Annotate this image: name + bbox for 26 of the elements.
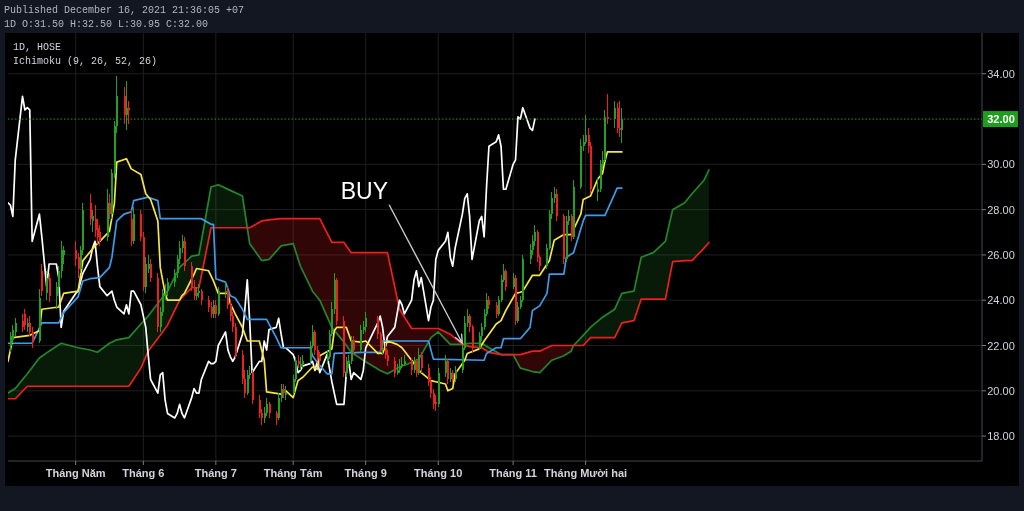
x-tick-label: Tháng 9 (344, 467, 387, 479)
x-tick-label: Tháng Năm (45, 467, 106, 479)
x-tick-label: Tháng 7 (194, 467, 237, 479)
y-tick-label: 20.00 (987, 384, 1015, 397)
y-tick-label: 26.00 (987, 248, 1015, 261)
x-tick-label: Tháng 10 (414, 467, 463, 479)
y-tick-label: 30.00 (987, 158, 1015, 171)
line-series (8, 151, 623, 399)
text: 1D O:31.50 H:32.50 L:30.95 C:32.00 (4, 19, 209, 30)
ref-line-label: 32.00 (987, 113, 1015, 126)
x-tick-label: Tháng 11 (489, 467, 537, 479)
annotation: BUY (340, 178, 389, 205)
text: Published December 16, 2021 21:36:05 +07 (4, 5, 245, 16)
y-tick-label: 28.00 (987, 203, 1015, 216)
y-tick-label: 18.00 (987, 430, 1015, 443)
text: 1D, HOSE (13, 42, 62, 53)
x-tick-label: Tháng Mười hai (544, 467, 628, 479)
text: Ichimoku (9, 26, 52, 26) (13, 56, 158, 67)
y-tick-label: 22.00 (987, 339, 1015, 352)
x-tick-label: Tháng Tám (263, 467, 323, 479)
y-tick-label: 34.00 (987, 67, 1015, 80)
line-series (8, 217, 710, 400)
candlestick (607, 94, 609, 124)
x-tick-label: Tháng 6 (122, 467, 165, 479)
line-series (8, 95, 536, 419)
y-tick-label: 24.00 (987, 294, 1015, 307)
